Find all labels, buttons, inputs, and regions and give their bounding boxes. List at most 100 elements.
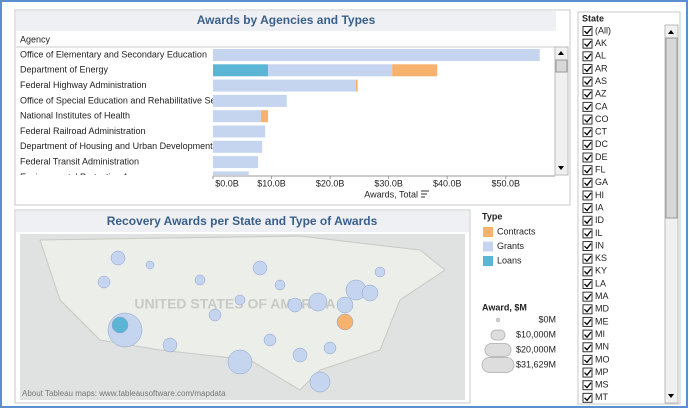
legend-title: Type — [482, 211, 502, 221]
checkbox[interactable] — [582, 215, 593, 226]
filter-option[interactable]: MP — [595, 367, 609, 377]
checkmark — [584, 28, 592, 35]
checkbox[interactable] — [582, 114, 593, 125]
filter-option[interactable]: GA — [595, 177, 608, 187]
y-tick-label: Department of Housing and Urban Developm… — [20, 141, 213, 151]
filter-option[interactable]: CA — [595, 101, 608, 111]
checkbox[interactable] — [582, 51, 593, 62]
checkbox[interactable] — [582, 139, 593, 150]
filter-option[interactable]: MI — [595, 329, 605, 339]
checkbox[interactable] — [582, 165, 593, 176]
filter-option[interactable]: HI — [595, 190, 604, 200]
checkmark — [584, 53, 592, 60]
checkmark — [584, 382, 592, 389]
scroll-thumb[interactable] — [665, 37, 678, 219]
land — [39, 235, 446, 391]
filter-option[interactable]: AZ — [595, 89, 607, 99]
bar-rows: Office of Elementary and Secondary Educa… — [20, 49, 540, 175]
legend-swatch — [483, 256, 493, 266]
checkbox[interactable] — [582, 228, 593, 239]
checkbox[interactable] — [582, 63, 593, 74]
filter-option[interactable]: AR — [595, 63, 608, 73]
checkmark — [584, 344, 592, 351]
checkbox[interactable] — [582, 26, 593, 36]
checkbox[interactable] — [582, 342, 593, 353]
checkbox[interactable] — [582, 241, 593, 252]
filter-option[interactable]: MS — [595, 380, 609, 390]
legend-label: Grants — [497, 241, 525, 251]
checkbox[interactable] — [582, 279, 593, 289]
checkmark — [584, 281, 592, 288]
checkbox[interactable] — [582, 304, 593, 315]
bar-panel — [14, 9, 571, 206]
filter-option[interactable]: CO — [595, 114, 609, 124]
filter-option[interactable]: IL — [595, 228, 603, 238]
legend-label: Loans — [497, 255, 522, 265]
filter-option[interactable]: IN — [595, 240, 604, 250]
y-tick-label: Department of Energy — [20, 65, 109, 75]
checkbox[interactable] — [582, 392, 593, 403]
checkbox[interactable] — [582, 253, 593, 264]
state-bubbles — [97, 250, 386, 393]
checkbox[interactable] — [582, 101, 593, 112]
filter-option[interactable]: DC — [595, 139, 608, 149]
filter-option[interactable]: (All) — [595, 25, 611, 35]
legend-label: $10,000M — [516, 329, 556, 339]
checkbox[interactable] — [582, 329, 593, 340]
checkbox[interactable] — [582, 354, 593, 365]
sort-icon[interactable] — [421, 190, 429, 198]
filter-option[interactable]: ME — [595, 316, 609, 326]
x-tick-label: $10.0B — [257, 178, 286, 188]
filter-option[interactable]: IA — [595, 202, 604, 212]
checkmark — [584, 103, 592, 111]
scrollbar[interactable] — [554, 46, 569, 176]
checkbox[interactable] — [582, 316, 593, 327]
filter-option[interactable]: AL — [595, 51, 606, 61]
bar-segment — [213, 94, 287, 107]
filter-option[interactable]: DE — [595, 152, 608, 162]
checkbox[interactable] — [582, 291, 593, 302]
bar-segment — [213, 125, 266, 138]
checkmark — [584, 129, 592, 136]
legend-label: $31,629M — [516, 359, 556, 369]
filter-option[interactable]: FL — [595, 165, 606, 175]
filter-option[interactable]: MO — [595, 354, 610, 364]
checkbox[interactable] — [582, 380, 593, 391]
x-tick-label: $0.0B — [215, 178, 239, 188]
checkbox[interactable] — [582, 152, 593, 163]
checkbox[interactable] — [582, 177, 593, 188]
checkmark — [584, 319, 592, 326]
x-tick-label: $40.0B — [433, 178, 462, 188]
map-credit[interactable]: About Tableau maps: www.tableausoftware.… — [22, 389, 226, 398]
y-tick-label: National Institutes of Health — [20, 111, 130, 121]
filter-option[interactable]: MN — [595, 342, 609, 352]
checkbox[interactable] — [582, 266, 593, 277]
checkbox[interactable] — [582, 367, 593, 378]
filter-option[interactable]: KY — [595, 266, 607, 276]
checkmark — [584, 91, 592, 98]
filter-option[interactable]: MD — [595, 304, 609, 314]
y-tick-label: Office of Elementary and Secondary Educa… — [20, 49, 207, 59]
checkbox[interactable] — [582, 89, 593, 100]
bar-segment — [213, 49, 540, 61]
filter-option[interactable]: AS — [595, 76, 607, 86]
scroll-thumb[interactable] — [555, 59, 568, 73]
checkbox[interactable] — [582, 190, 593, 201]
filter-option[interactable]: ID — [595, 215, 605, 225]
checkbox[interactable] — [582, 38, 593, 49]
filter-option[interactable]: CT — [595, 127, 607, 137]
checkbox[interactable] — [582, 127, 593, 138]
legend-label: $20,000M — [516, 344, 556, 354]
checkmark — [584, 192, 592, 199]
checkbox[interactable] — [582, 76, 593, 87]
filter-title: State — [582, 13, 604, 23]
filter-option[interactable]: MA — [595, 291, 609, 301]
filter-option[interactable]: AK — [595, 38, 607, 48]
checkmark — [584, 255, 592, 263]
filter-option[interactable]: LA — [595, 278, 606, 288]
bar-segment — [213, 79, 356, 92]
map-title: Recovery Awards per State and Type of Aw… — [107, 214, 378, 228]
filter-option[interactable]: MT — [595, 392, 608, 402]
filter-option[interactable]: KS — [595, 253, 607, 263]
checkbox[interactable] — [582, 203, 593, 214]
